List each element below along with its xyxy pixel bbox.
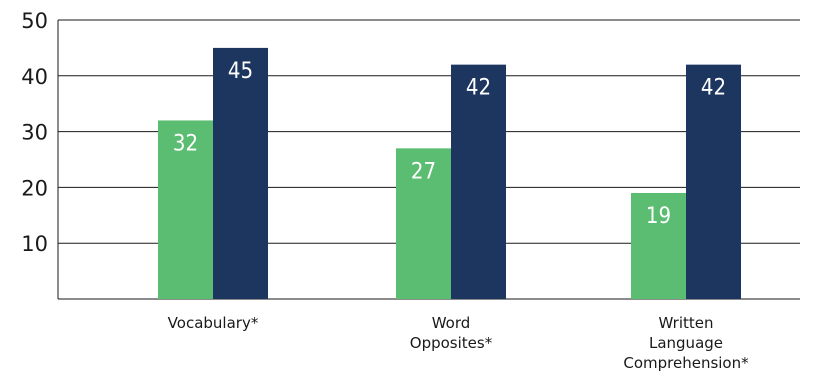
bar-series1-cat1 (158, 120, 213, 299)
bar-series2-cat2 (451, 64, 506, 299)
bars: 32 45 27 42 19 42 (158, 47, 741, 300)
category-label-3-line-3: Comprehension* (623, 354, 749, 372)
bar-series1-cat2 (396, 148, 451, 299)
category-labels: Vocabulary* Word Opposites* Written Language… (168, 314, 749, 372)
y-tick-label-20: 20 (21, 176, 48, 200)
data-label-series1-cat1: 32 (173, 131, 198, 156)
data-label-series2-cat2: 42 (466, 76, 491, 101)
category-label-3-line-1: Written (659, 314, 714, 332)
bar-series1-cat3 (631, 192, 686, 299)
category-label-3-line-2: Language (649, 334, 723, 352)
data-label-series1-cat3: 19 (646, 204, 671, 229)
y-tick-label-40: 40 (21, 65, 48, 89)
data-label-series1-cat2: 27 (411, 159, 436, 184)
category-label-2-line-1: Word (432, 314, 471, 332)
category-label-1-line-1: Vocabulary* (168, 314, 259, 332)
data-label-series2-cat3: 42 (701, 76, 726, 101)
y-tick-label-50: 50 (21, 9, 48, 33)
y-tick-label-30: 30 (21, 121, 48, 145)
bar-series2-cat1 (213, 47, 268, 300)
data-label-series2-cat1: 45 (228, 59, 253, 84)
bar-series2-cat3 (686, 64, 741, 299)
y-tick-label-10: 10 (21, 232, 48, 256)
category-label-2-line-2: Opposites* (410, 334, 493, 352)
